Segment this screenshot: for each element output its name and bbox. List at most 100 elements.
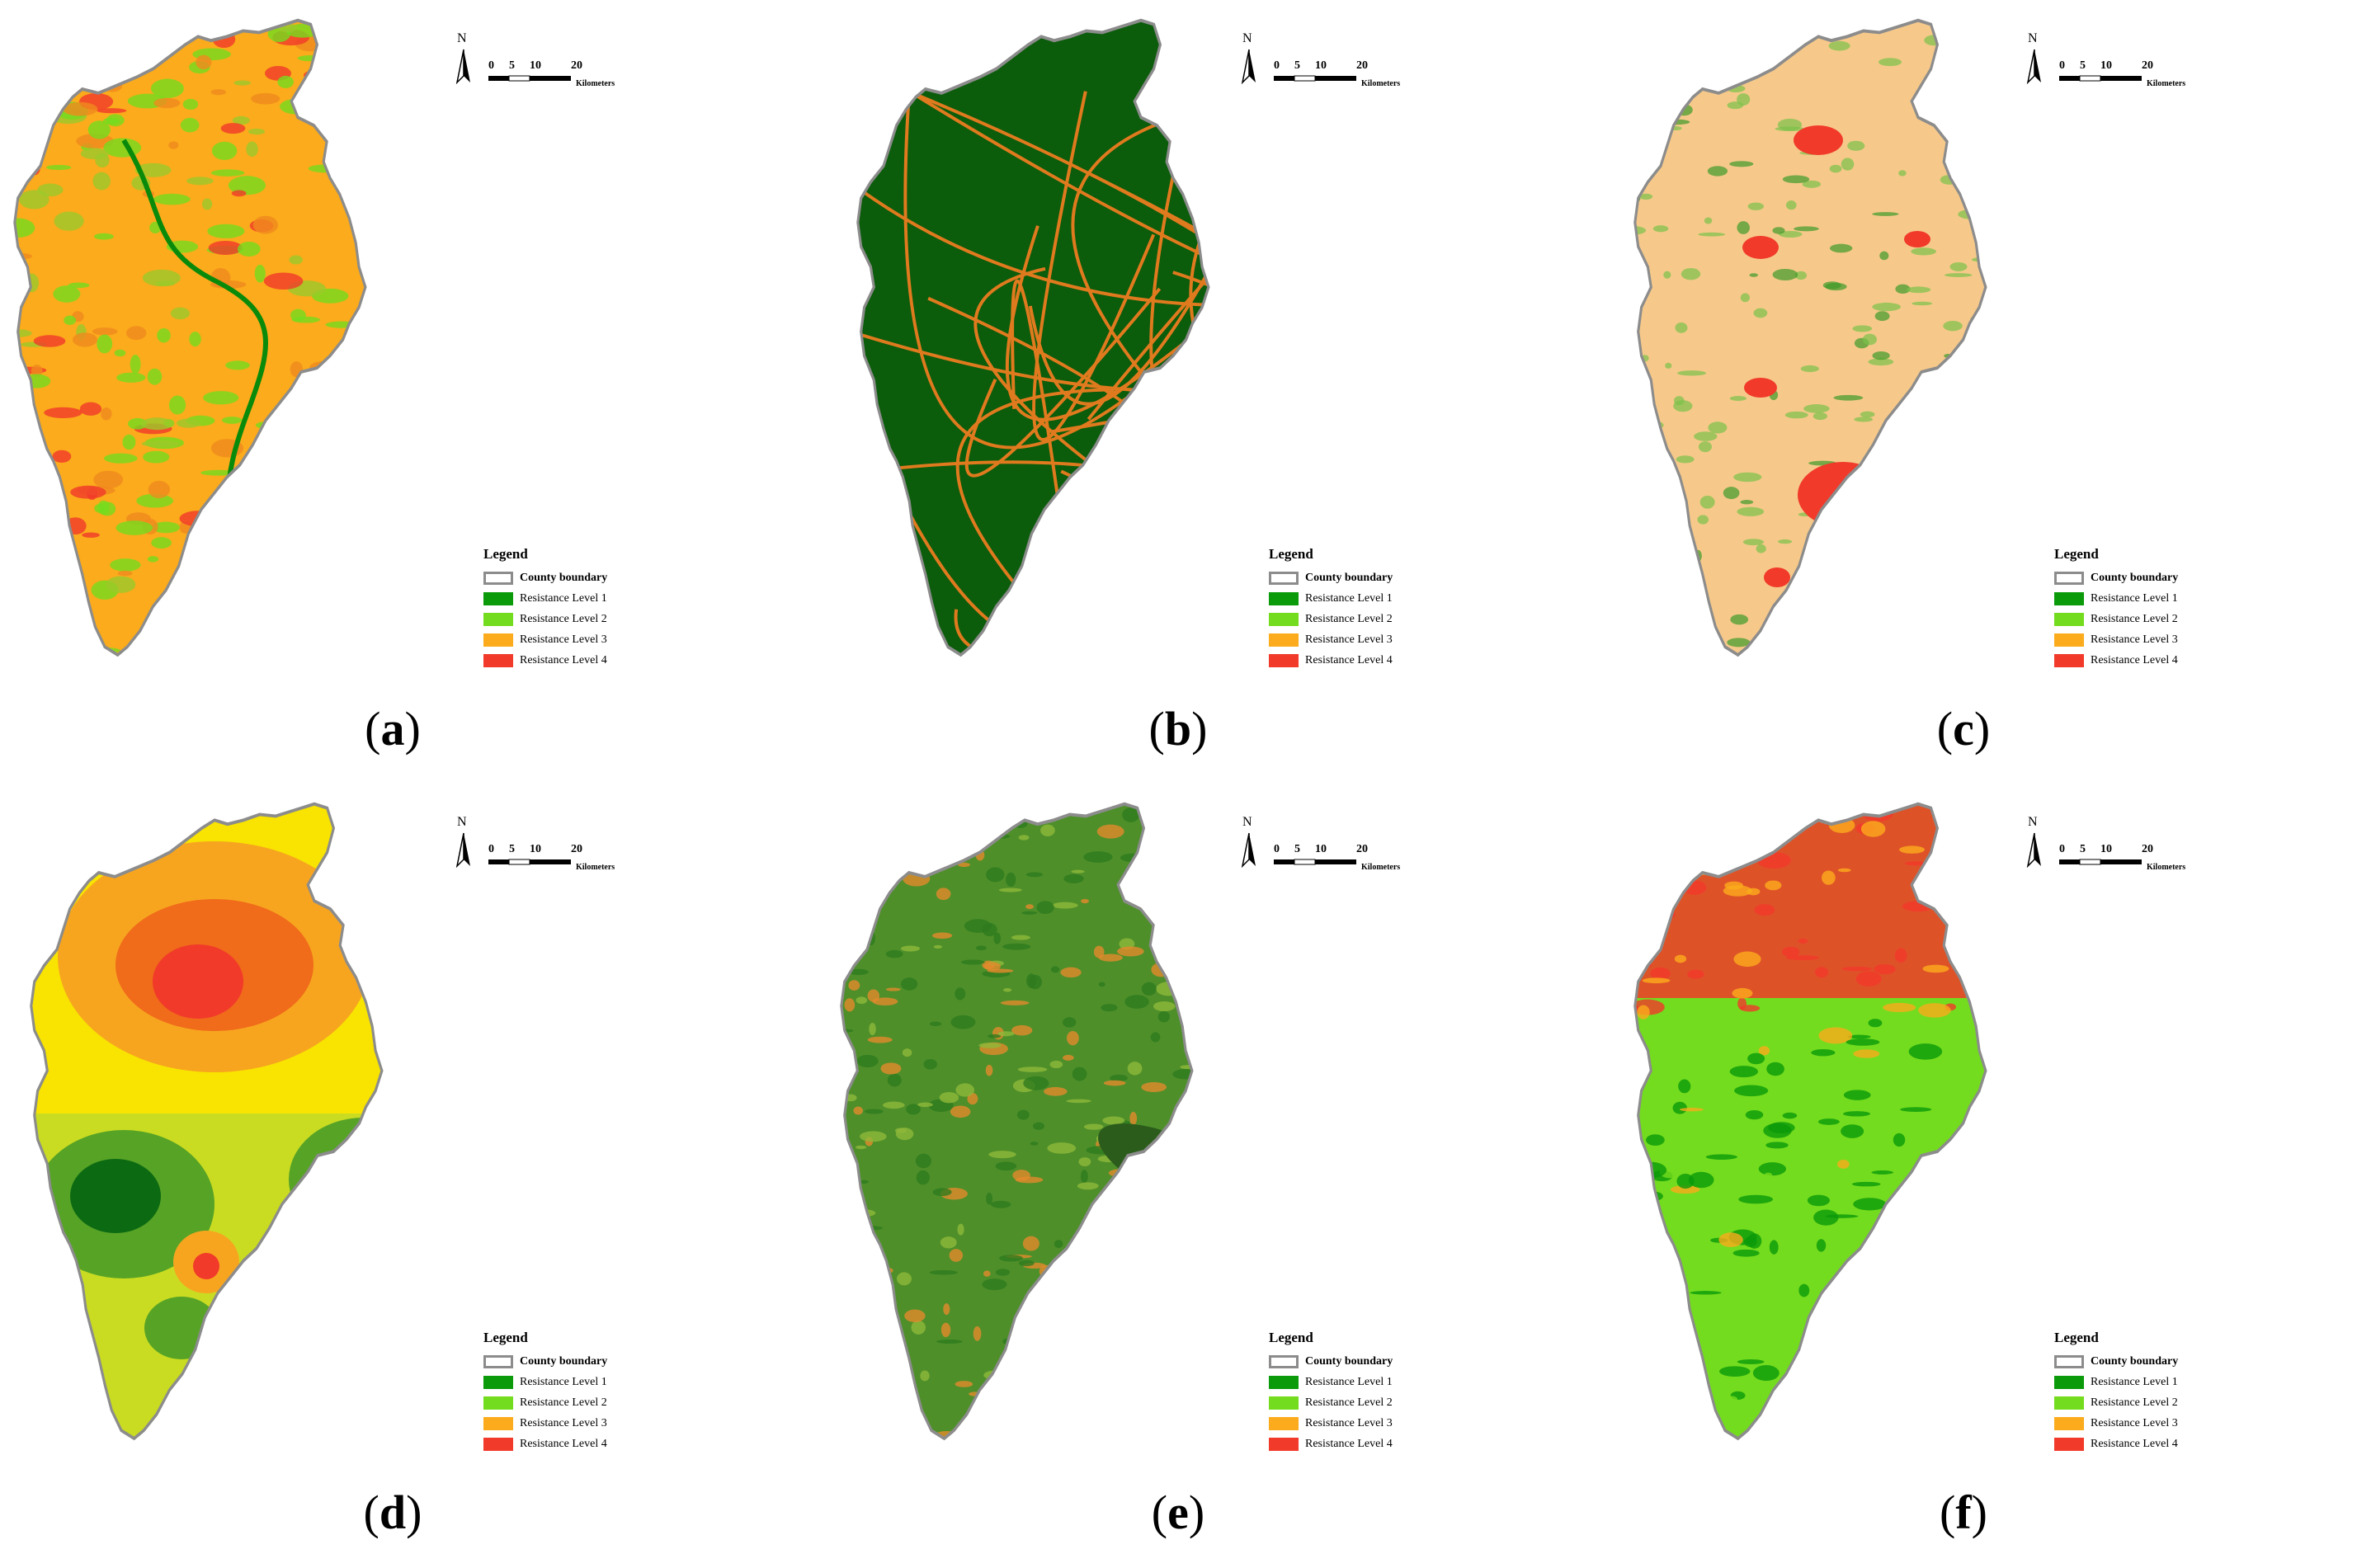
terrain-patch <box>1337 830 1356 837</box>
legend-label: Resistance Level 3 <box>1305 633 1393 646</box>
raster-patch <box>448 655 481 662</box>
terrain-patch <box>1340 906 1365 911</box>
terrain-patch <box>1074 1302 1086 1316</box>
vegetation-patch <box>2097 35 2117 42</box>
road <box>857 460 1209 613</box>
raster-patch <box>255 421 279 430</box>
slope-patch <box>1818 1309 1827 1326</box>
zone-level-1 <box>70 1159 161 1233</box>
slope-patch <box>2082 1301 2107 1306</box>
slope-patch <box>1868 1391 1891 1398</box>
vegetation-patch <box>1729 161 1754 167</box>
terrain-patch <box>1026 973 1037 988</box>
slope-patch <box>1690 1291 1722 1295</box>
terrain-patch <box>848 968 869 976</box>
vegetation-patch <box>1723 487 1740 500</box>
urban-area <box>1904 231 1930 247</box>
slope-patch <box>2053 1166 2081 1175</box>
slope-patch <box>1844 1288 1859 1294</box>
slope-patch <box>2050 983 2073 988</box>
terrain-patch <box>885 949 903 958</box>
slope-patch <box>1586 871 1607 876</box>
raster-patch <box>56 66 76 72</box>
map-legend: Legend County boundary Resistance Level 1 R… <box>1269 1330 1393 1454</box>
terrain-patch <box>1032 1122 1045 1131</box>
terrain-patch <box>815 1358 823 1372</box>
slope-patch <box>2039 1241 2053 1246</box>
slope-patch <box>2050 1052 2068 1060</box>
legend-swatch <box>2054 571 2084 585</box>
terrain-patch <box>933 944 943 949</box>
road <box>1032 91 1156 441</box>
raster-patch <box>140 417 174 431</box>
vegetation-patch <box>1639 193 1653 200</box>
legend-swatch <box>2054 1354 2084 1368</box>
vegetation-patch <box>1879 251 1889 261</box>
slope-patch <box>1988 819 2001 829</box>
raster-patch <box>46 164 72 171</box>
raster-patch <box>545 97 575 103</box>
north-arrow-icon: N <box>1237 815 1261 869</box>
raster-patch <box>14 218 35 238</box>
terrain-patch <box>1063 1054 1074 1061</box>
terrain-patch <box>936 1339 963 1344</box>
raster-patch <box>144 21 163 38</box>
raster-patch <box>147 556 159 563</box>
vegetation-patch <box>1644 617 1662 622</box>
vegetation-patch <box>1742 38 1756 46</box>
scale-tick-label: 0 <box>488 59 494 72</box>
scale-tick-label: 0 <box>1274 843 1280 855</box>
slope-patch <box>1873 1256 1887 1264</box>
vegetation-patch <box>1992 481 2000 484</box>
terrain-patch <box>1006 1410 1021 1420</box>
terrain-patch <box>955 848 974 856</box>
terrain-patch <box>1290 921 1311 935</box>
legend-swatch <box>1269 653 1299 667</box>
slope-patch <box>1734 1085 1769 1097</box>
legend-swatch <box>1269 633 1299 647</box>
raster-patch <box>601 27 618 40</box>
map-base-fill <box>1634 20 1986 655</box>
slope-patch <box>2132 1306 2144 1319</box>
vegetation-patch <box>1605 140 1628 146</box>
scale-tick-label: 0 <box>1274 59 1280 72</box>
raster-patch <box>460 117 493 123</box>
terrain-patch <box>812 855 833 863</box>
terrain-patch <box>842 874 856 883</box>
raster-patch <box>392 174 417 192</box>
slope-patch <box>1719 1366 1751 1377</box>
slope-patch <box>1851 1293 1883 1299</box>
raster-patch <box>528 323 556 333</box>
raster-patch <box>289 255 303 265</box>
vegetation-patch <box>1699 31 1729 36</box>
raster-patch <box>70 485 106 499</box>
vegetation-patch <box>1851 617 1871 629</box>
terrain-patch <box>1307 1189 1326 1203</box>
slope-patch <box>2082 1018 2101 1031</box>
terrain-patch <box>902 1048 912 1057</box>
terrain-patch <box>1322 945 1341 955</box>
raster-patch <box>252 215 278 234</box>
raster-patch <box>122 434 136 450</box>
vegetation-patch <box>1634 171 1652 176</box>
slope-patch <box>1981 1392 1986 1404</box>
vegetation-patch <box>1583 491 1596 501</box>
raster-patch <box>183 631 197 641</box>
terrain-patch <box>1018 1260 1035 1267</box>
slope-patch <box>1883 1339 1894 1351</box>
slope-patch <box>1873 1410 1901 1417</box>
slope-patch <box>1918 1003 1951 1018</box>
slope-patch <box>1737 1359 1765 1364</box>
vegetation-patch <box>1872 351 1890 360</box>
vegetation-patch <box>1959 501 1983 511</box>
zone-level-4 <box>153 944 243 1019</box>
raster-patch <box>366 82 394 88</box>
terrain-patch <box>1172 1069 1192 1080</box>
vegetation-patch <box>1906 286 1931 294</box>
terrain-patch <box>929 1269 959 1275</box>
north-arrow-icon: N <box>452 31 475 85</box>
vegetation-patch <box>1868 358 1894 366</box>
slope-patch <box>1646 1134 1665 1147</box>
slope-patch <box>1963 1368 1986 1384</box>
raster-patch <box>577 26 604 34</box>
